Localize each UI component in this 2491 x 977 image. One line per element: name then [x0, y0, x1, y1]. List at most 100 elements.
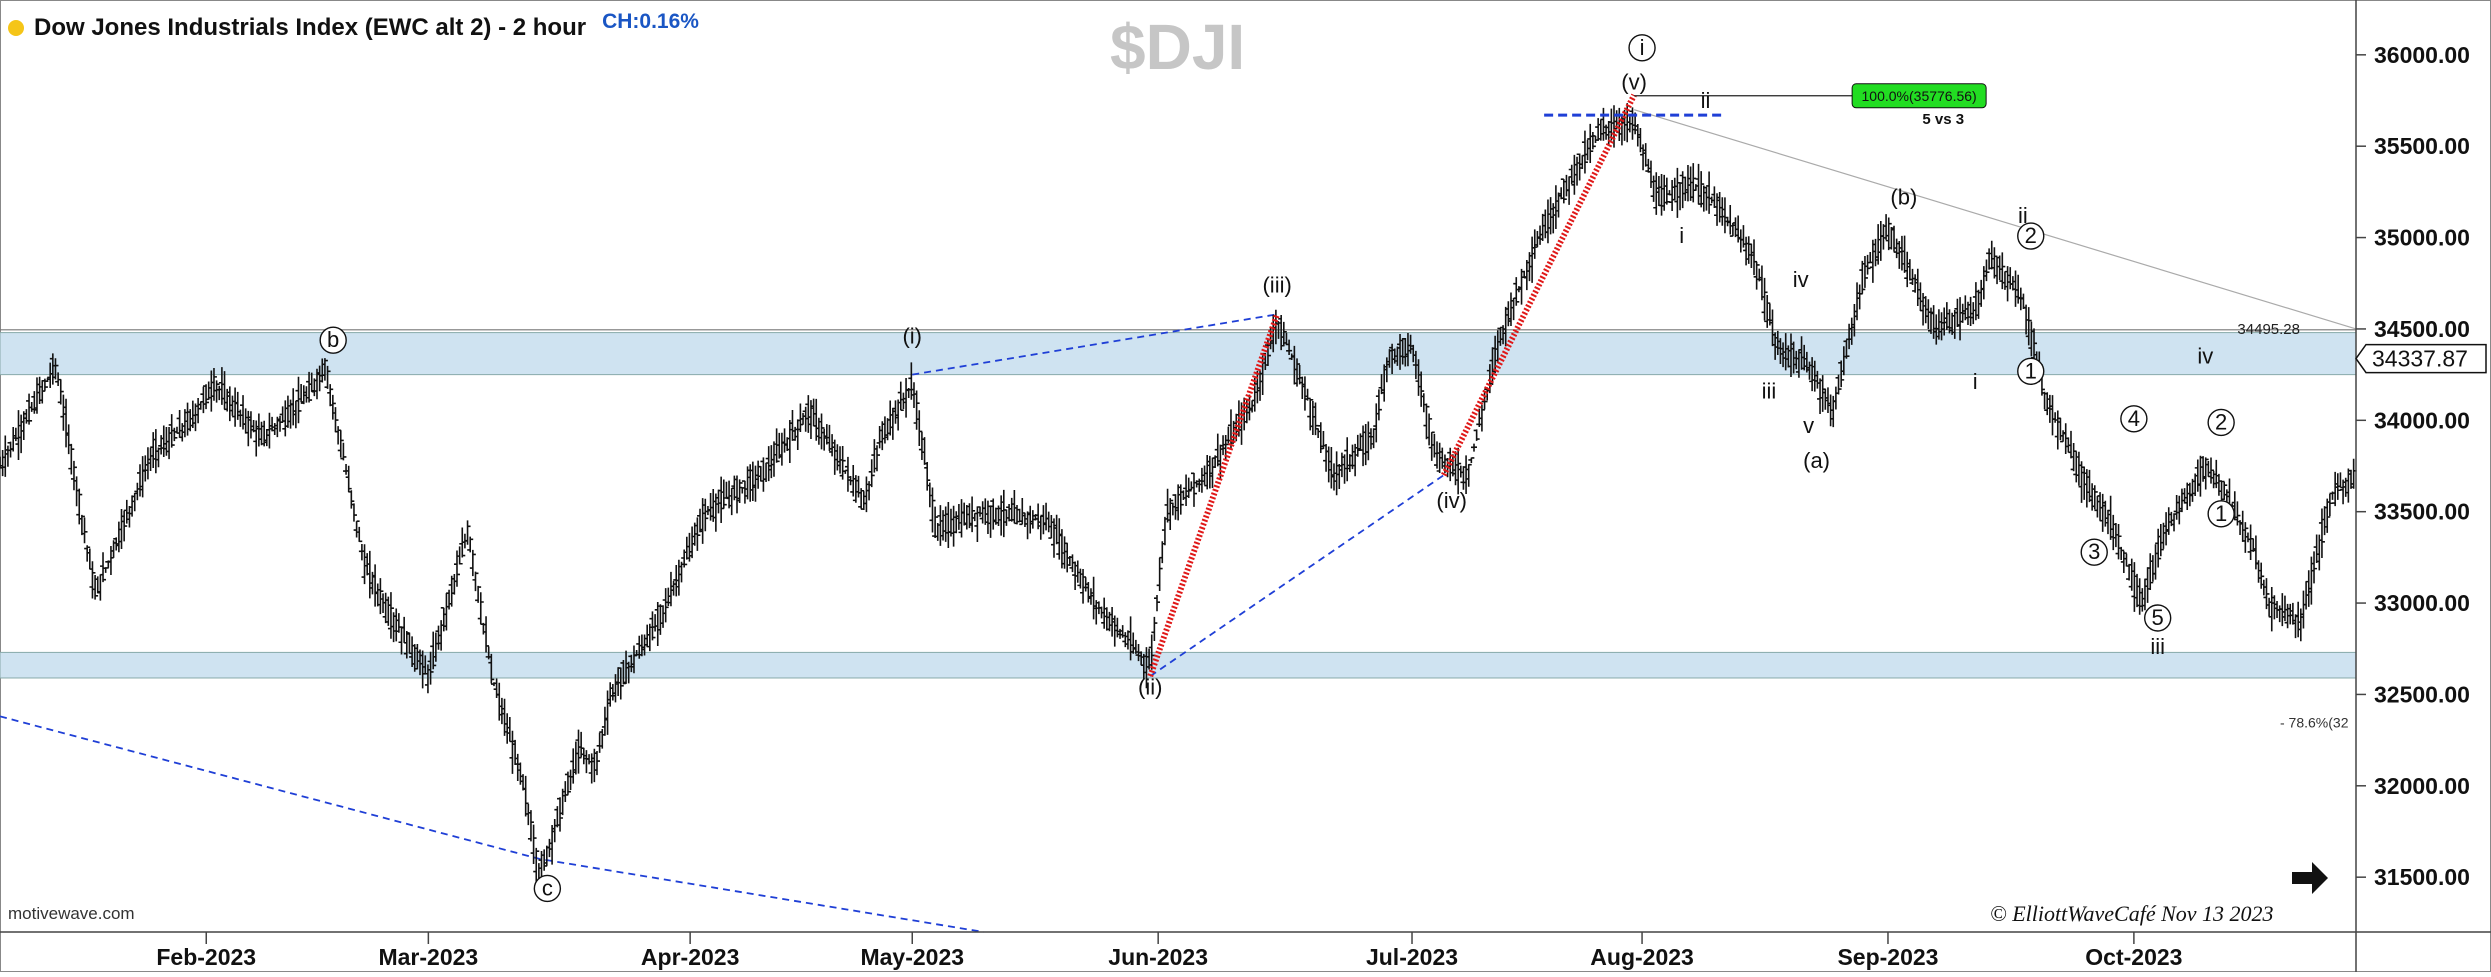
wave-label: (a): [1803, 448, 1830, 473]
impulse-line: [1441, 93, 1637, 477]
price-bar: [1859, 260, 1866, 294]
price-bar: [2311, 551, 2318, 584]
price-bar: [26, 393, 33, 425]
price-bar: [1455, 447, 1462, 495]
price-bar: [1983, 259, 1990, 282]
price-bar: [1473, 429, 1480, 441]
price-bar: [2115, 524, 2122, 560]
wave-label: (b): [1890, 185, 1917, 210]
price-bar: [1019, 498, 1026, 526]
wave-label-circle: [2207, 500, 2235, 528]
price-bar: [839, 446, 846, 480]
price-bar: [295, 376, 302, 424]
price-bar: [1177, 484, 1184, 515]
level-label: 34495.28: [2237, 321, 2300, 338]
price-bar: [68, 443, 75, 475]
price-bar: [1418, 371, 1425, 407]
wave-label: iii: [1762, 378, 1777, 403]
status-dot-icon: [8, 20, 24, 36]
price-bar: [335, 426, 342, 445]
price-bar: [477, 592, 484, 624]
price-bar: [557, 797, 564, 832]
x-tick-label: May-2023: [860, 944, 964, 970]
wave-label-circle: [319, 326, 347, 354]
price-bar: [2318, 508, 2325, 558]
price-bar: [324, 365, 331, 389]
price-bar: [387, 592, 394, 639]
price-bar: [562, 781, 569, 802]
price-bar: [527, 810, 534, 842]
price-bar: [329, 394, 336, 420]
price-bar: [2147, 553, 2154, 590]
wave-label: 3: [2088, 539, 2100, 564]
price-bar: [377, 578, 384, 615]
wave-label: (v): [1621, 70, 1647, 95]
price-bar: [1286, 339, 1293, 356]
price-bar: [694, 517, 701, 551]
price-bar: [210, 368, 217, 401]
price-bar: [1587, 123, 1594, 164]
price-bar: [913, 390, 920, 430]
wave-label: 4: [2128, 406, 2140, 431]
price-bar: [1478, 404, 1485, 432]
fib-target-box: [1851, 83, 1987, 109]
price-bar: [475, 585, 482, 603]
price-bar: [736, 479, 743, 504]
price-bar: [100, 552, 107, 583]
price-bar: [593, 751, 600, 776]
price-bar: [702, 498, 709, 532]
change-percent: CH:0.16%: [602, 10, 699, 33]
price-bar: [1753, 261, 1760, 290]
price-bar: [52, 358, 59, 380]
price-bar: [427, 651, 434, 685]
x-tick-label: Feb-2023: [156, 944, 256, 970]
wave-label: 1: [2215, 501, 2227, 526]
price-bar: [337, 430, 344, 458]
price-bar: [39, 380, 46, 404]
price-bar: [1156, 557, 1163, 591]
price-bar: [1706, 171, 1713, 214]
price-bar: [1154, 594, 1161, 612]
wave-label: 1: [2025, 358, 2037, 383]
wave-label: b: [327, 327, 339, 352]
wave-label: ii: [2018, 203, 2028, 228]
price-bar: [1304, 388, 1311, 401]
price-bar: [2263, 578, 2270, 610]
price-bar: [1080, 568, 1087, 604]
price-bar: [483, 616, 490, 653]
price-bar: [1423, 403, 1430, 440]
copyright-label: © ElliottWaveCafé Nov 13 2023: [1990, 901, 2274, 926]
wave-label: (i): [902, 324, 922, 349]
scroll-right-arrow-icon[interactable]: [2290, 858, 2330, 898]
price-bar: [720, 479, 727, 509]
wave-label: (ii): [1138, 674, 1162, 699]
chart-header: Dow Jones Industrials Index (EWC alt 2) …: [8, 8, 699, 48]
price-bar: [2091, 485, 2098, 510]
price-bar: [348, 490, 355, 509]
price-bar: [2157, 523, 2164, 557]
wave-label: (iii): [1262, 272, 1291, 297]
price-bar: [874, 445, 881, 472]
price-bar: [2025, 307, 2032, 346]
price-bar: [1190, 472, 1197, 507]
price-bar: [356, 526, 363, 543]
price-bar: [844, 456, 851, 492]
price-bar: [1227, 409, 1234, 450]
price-bar: [70, 460, 77, 491]
price-bar: [81, 517, 88, 544]
price-bar: [1843, 339, 1850, 359]
price-bar: [203, 384, 210, 410]
price-bar: [472, 571, 479, 592]
wave-label: v: [1803, 413, 1814, 438]
x-tick-label: Jun-2023: [1108, 944, 1208, 970]
price-bar: [649, 611, 656, 641]
price-bar: [1307, 398, 1314, 431]
price-bar: [1581, 130, 1588, 174]
wave-label-circle: [533, 874, 562, 903]
price-bar: [1465, 463, 1472, 487]
price-bar: [1151, 616, 1158, 642]
price-bar: [1426, 413, 1433, 446]
price-bar: [932, 506, 939, 538]
price-bar: [522, 775, 529, 817]
